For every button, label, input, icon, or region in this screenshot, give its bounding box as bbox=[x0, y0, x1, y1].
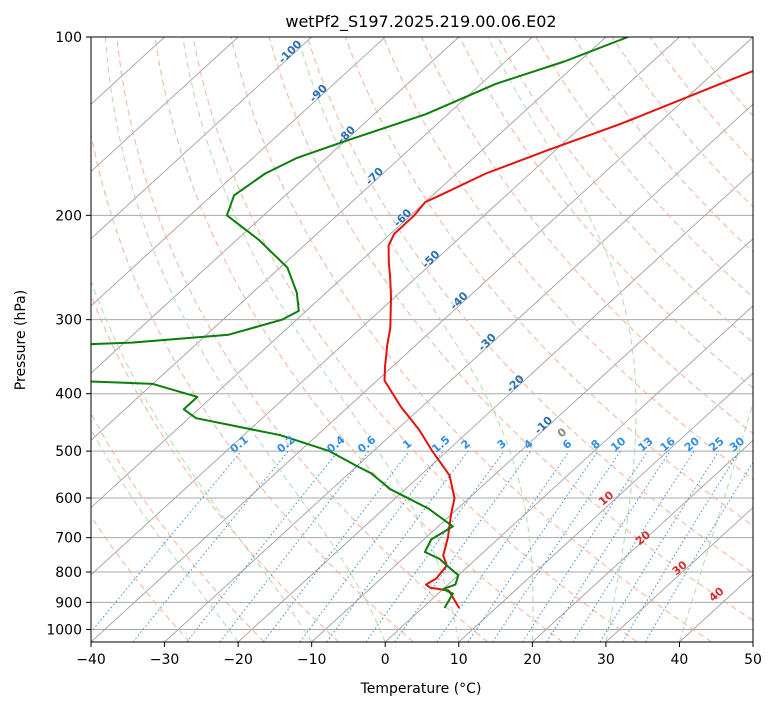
moist-adiabat bbox=[678, 401, 753, 642]
temperature-line bbox=[383, 70, 753, 609]
mixing-ratio-line bbox=[467, 450, 599, 642]
mixing-ratio-line bbox=[492, 450, 622, 642]
mixing-ratio-line bbox=[546, 450, 671, 642]
dry-adiabat bbox=[306, 37, 753, 574]
y-tick-label: 700 bbox=[55, 531, 82, 547]
dry-adiabat bbox=[91, 515, 191, 642]
isotherm-line bbox=[91, 37, 460, 374]
dewpoint-line bbox=[91, 37, 629, 609]
x-tick-label: −10 bbox=[297, 652, 327, 668]
y-tick-label: 900 bbox=[55, 595, 82, 611]
moist-adiabat bbox=[104, 37, 386, 642]
dry-adiabat bbox=[230, 37, 713, 642]
mixing-ratio-line bbox=[132, 450, 289, 642]
isotherm-line bbox=[532, 439, 753, 642]
isotherm-line bbox=[91, 37, 533, 441]
isotherm-line bbox=[91, 37, 239, 173]
x-tick-label: 50 bbox=[744, 652, 762, 668]
x-tick-label: 40 bbox=[671, 652, 689, 668]
mixing-ratio-line bbox=[299, 450, 444, 642]
y-axis-label: Pressure (hPa) bbox=[13, 290, 29, 390]
x-tick-label: −30 bbox=[150, 652, 180, 668]
mixing-ratio-line bbox=[365, 450, 505, 642]
sounding-lines-group bbox=[91, 37, 753, 609]
dry-adiabat bbox=[535, 37, 753, 298]
mixing-ratio-line bbox=[326, 450, 469, 642]
isotherm-line bbox=[91, 37, 386, 307]
isotherm-line bbox=[311, 238, 753, 642]
dry-adiabat bbox=[344, 37, 753, 527]
moist-adiabat bbox=[487, 37, 637, 642]
isotherm-line bbox=[458, 372, 753, 642]
x-tick-label: 0 bbox=[381, 652, 390, 668]
mixing-ratio-line bbox=[522, 450, 649, 642]
mixing-ratio-line bbox=[599, 450, 720, 642]
isotherm-line bbox=[384, 305, 753, 642]
y-tick-label: 400 bbox=[55, 387, 82, 403]
x-tick-label: −40 bbox=[76, 652, 106, 668]
isotherm-line bbox=[605, 506, 753, 642]
x-tick-label: 30 bbox=[597, 652, 615, 668]
mixing-ratio-line bbox=[186, 450, 339, 642]
dry-adiabat bbox=[91, 131, 414, 642]
mixing-ratio-line bbox=[436, 450, 570, 642]
dry-adiabat bbox=[268, 37, 753, 622]
x-tick-label: 10 bbox=[450, 652, 468, 668]
chart-title: wetPf2_S197.2025.219.00.06.E02 bbox=[285, 12, 556, 32]
y-tick-label: 800 bbox=[55, 565, 82, 581]
y-tick-label: 200 bbox=[55, 208, 82, 224]
moist-adiabat bbox=[91, 428, 239, 642]
isotherm-line bbox=[164, 103, 753, 642]
mixing-ratio-line bbox=[263, 450, 410, 642]
y-tick-label: 100 bbox=[55, 30, 82, 46]
dry-adiabat bbox=[91, 412, 265, 642]
isotherm-line bbox=[91, 37, 753, 642]
y-tick-label: 300 bbox=[55, 313, 82, 329]
dry-adiabat bbox=[192, 37, 638, 642]
x-tick-label: 20 bbox=[523, 652, 541, 668]
isotherm-line bbox=[91, 37, 312, 240]
x-tick-label: −20 bbox=[223, 652, 253, 668]
background-lines-group bbox=[91, 37, 753, 642]
y-axis: 100 200 300 400 500 600 700 800 900 1000 bbox=[46, 30, 91, 638]
mixing-ratio-line bbox=[572, 450, 695, 642]
x-axis-label: Temperature (°C) bbox=[360, 681, 482, 697]
y-tick-label: 500 bbox=[55, 444, 82, 460]
x-axis: −40 −30 −20 −10 0 10 20 30 40 50 bbox=[76, 642, 762, 668]
mixing-ratio-line bbox=[91, 450, 242, 633]
isotherm-line bbox=[91, 37, 607, 509]
mixing-ratio-line bbox=[622, 450, 740, 642]
moist-adiabat bbox=[297, 37, 534, 642]
y-tick-label: 600 bbox=[55, 491, 82, 507]
mixing-ratio-line bbox=[394, 450, 532, 642]
dry-adiabat bbox=[116, 37, 489, 642]
isotherm-line bbox=[237, 170, 753, 642]
y-tick-label: 1000 bbox=[46, 622, 82, 638]
isotherm-line bbox=[91, 37, 680, 576]
plot-frame bbox=[90, 36, 754, 643]
